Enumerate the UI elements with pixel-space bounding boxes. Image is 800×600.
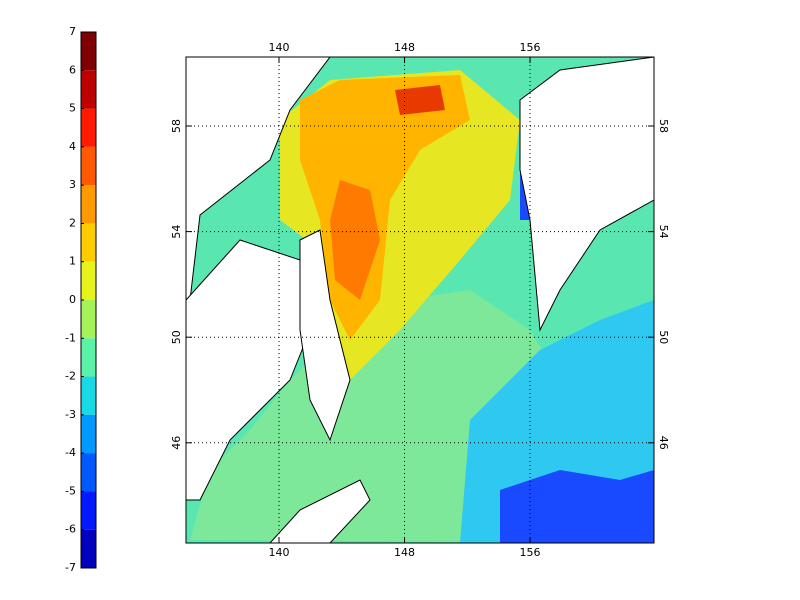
y-tick-label: 46 <box>657 436 670 450</box>
colorbar-label: 1 <box>69 255 76 268</box>
colorbar-label: 3 <box>69 178 76 191</box>
colorbar-label: -2 <box>65 370 76 383</box>
colorbar: 7 6 5 4 3 2 1 0 -1 -2 -3 -4 -5 -6 -7 <box>65 25 97 574</box>
x-tick-label: 140 <box>269 41 290 54</box>
colorbar-band <box>81 70 96 109</box>
colorbar-band <box>81 261 96 300</box>
colorbar-label: 0 <box>69 293 76 306</box>
colorbar-label: 7 <box>69 25 76 38</box>
colorbar-band <box>81 338 96 377</box>
colorbar-band <box>81 529 96 568</box>
field-region <box>395 85 445 115</box>
colorbar-band <box>81 223 96 262</box>
x-tick-label: 156 <box>520 41 541 54</box>
colorbar-band <box>81 32 96 71</box>
colorbar-label: -4 <box>65 446 76 459</box>
colorbar-label: -6 <box>65 523 76 536</box>
colorbar-label: 4 <box>69 140 76 153</box>
land <box>519 57 654 332</box>
colorbar-label: -1 <box>65 331 76 344</box>
x-tick-label: 148 <box>394 546 415 559</box>
land <box>269 479 371 543</box>
colorbar-band <box>81 376 96 415</box>
sst-field <box>186 57 654 543</box>
field-region <box>500 470 654 543</box>
y-tick-label: 54 <box>170 225 183 239</box>
colorbar-label: 2 <box>69 216 76 229</box>
y-tick-label: 58 <box>657 119 670 133</box>
x-tick-label: 140 <box>269 546 290 559</box>
colorbar-band <box>81 108 96 147</box>
land <box>299 229 351 442</box>
colorbar-label: 6 <box>69 63 76 76</box>
colorbar-label: -7 <box>65 561 76 574</box>
field-region <box>330 180 380 300</box>
colorbar-label: -5 <box>65 484 76 497</box>
y-tick-label: 50 <box>657 330 670 344</box>
colorbar-band <box>81 185 96 224</box>
y-tick-label: 54 <box>657 225 670 239</box>
grid <box>186 57 654 543</box>
colorbar-label: -3 <box>65 408 76 421</box>
colorbar-band <box>81 300 96 339</box>
colorbar-label: 5 <box>69 102 76 115</box>
colorbar-band <box>81 491 96 530</box>
colorbar-band <box>81 414 96 454</box>
x-tick-label: 148 <box>394 41 415 54</box>
map-frame <box>185 56 655 544</box>
axis-labels: 140 140 148 148 156 156 46 46 50 50 54 54 58 58 <box>170 41 670 559</box>
colorbar-band <box>81 453 96 492</box>
colorbar-band <box>81 146 96 186</box>
y-tick-label: 50 <box>170 330 183 344</box>
x-tick-label: 156 <box>520 546 541 559</box>
y-tick-label: 58 <box>170 119 183 133</box>
y-tick-label: 46 <box>170 436 183 450</box>
